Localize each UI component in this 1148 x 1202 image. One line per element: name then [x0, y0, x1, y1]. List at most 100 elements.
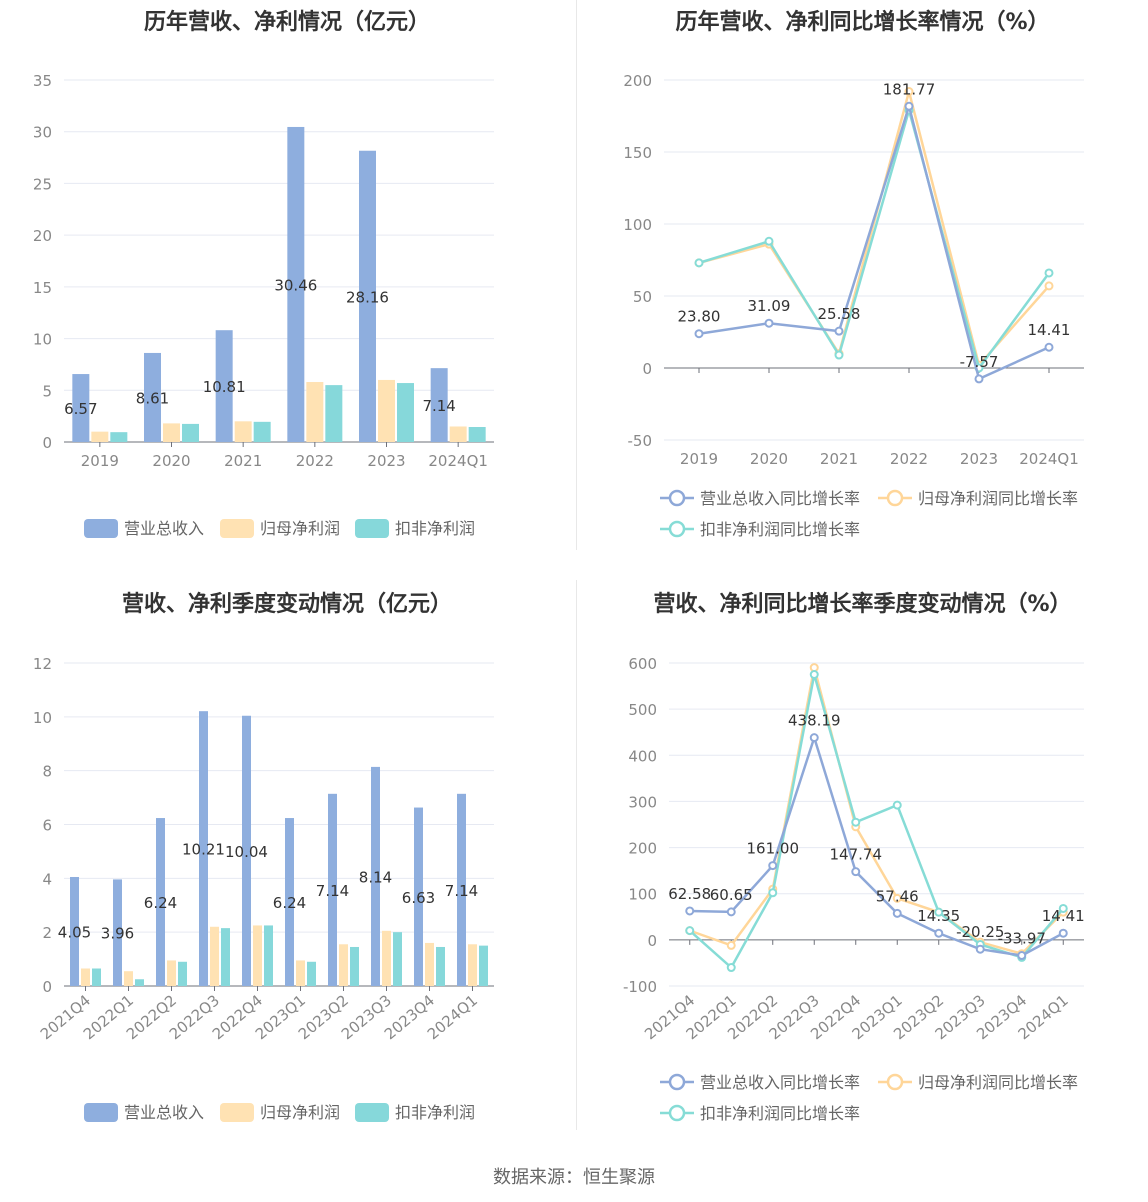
legend-swatch-icon: [220, 519, 254, 538]
bar: [325, 385, 343, 442]
y-tick-label: 0: [642, 360, 652, 378]
legend-label: 归母净利润同比增长率: [918, 1073, 1078, 1092]
data-label: 31.09: [748, 297, 791, 315]
chart-title: 历年营收、净利情况（亿元）: [143, 10, 430, 35]
annual-growth-panel: 历年营收、净利同比增长率情况（%） -50 0 50 100 150 200 2019 202…: [577, 0, 1148, 560]
data-point: [685, 926, 695, 936]
data-point: [685, 906, 695, 916]
y-tick-label: 200: [623, 72, 652, 90]
data-label: 57.46: [876, 887, 919, 905]
data-label: 6.57: [64, 400, 97, 418]
x-tick-label: 2024Q1: [1019, 450, 1079, 468]
data-point: [892, 893, 902, 903]
data-point: [975, 944, 985, 954]
y-tick-label: 10: [33, 709, 52, 727]
bar: [70, 876, 79, 986]
legend-marker-icon: [668, 1073, 686, 1091]
y-tick-label: 30: [33, 124, 52, 142]
data-label: 4.05: [58, 923, 91, 941]
y-tick-label: 0: [42, 434, 52, 452]
legend-swatch-icon: [220, 1103, 254, 1122]
series-line: [698, 105, 1051, 371]
y-tick-label: 4: [42, 870, 52, 888]
y-tick-label: 300: [628, 793, 657, 811]
bar: [72, 374, 90, 442]
bar: [457, 793, 466, 986]
data-point: [904, 87, 914, 97]
bar: [178, 961, 187, 986]
bar: [91, 431, 109, 442]
data-label: 6.24: [144, 894, 177, 912]
bar: [371, 766, 380, 986]
y-tick-label: 12: [33, 655, 52, 673]
x-tick-label: 2019: [680, 450, 718, 468]
data-point: [768, 888, 778, 898]
y-tick-label: 400: [628, 747, 657, 765]
y-tick-label: 100: [623, 216, 652, 234]
legend-marker-icon: [668, 520, 686, 538]
data-point: [1044, 268, 1054, 278]
bar: [113, 879, 122, 986]
data-label: 7.14: [316, 882, 349, 900]
data-label: 6.63: [402, 889, 435, 907]
legend-label: 营业总收入同比增长率: [700, 1073, 860, 1092]
quarterly-revenue-profit-panel: 营收、净利季度变动情况（亿元） 0 2 4 6 8 10 12 2021Q4 2022Q1 202…: [0, 580, 574, 1140]
legend-swatch-icon: [355, 1103, 389, 1122]
bar: [306, 382, 324, 442]
bar: [253, 421, 271, 442]
bar: [182, 423, 199, 442]
y-tick-label: 150: [623, 144, 652, 162]
data-point: [904, 101, 914, 111]
data-label: 6.24: [273, 894, 306, 912]
y-tick-label: 200: [628, 840, 657, 858]
legend-marker-icon: [886, 489, 904, 507]
annual-revenue-profit-chart: 0 5 10 15 20 25 30 35 2019 2020 2021 2022 2023 2024Q1…: [33, 72, 494, 538]
data-label: 7.14: [445, 882, 478, 900]
y-tick-label: 15: [33, 279, 52, 297]
bar: [163, 423, 180, 442]
legend-marker-icon: [886, 1073, 904, 1091]
bar: [167, 960, 176, 986]
series-line: [698, 101, 1050, 381]
bar: [81, 968, 90, 986]
y-tick-label: 35: [33, 72, 52, 90]
data-source: 数据来源：恒生聚源: [493, 1167, 655, 1188]
y-tick-label: 25: [33, 175, 52, 193]
bar: [468, 944, 477, 986]
bar: [425, 942, 434, 986]
data-point: [1058, 903, 1068, 913]
x-tick-label: 2021: [820, 450, 858, 468]
data-label: 8.61: [136, 389, 169, 407]
legend-swatch-icon: [84, 1103, 118, 1122]
bar: [393, 932, 402, 986]
y-tick-label: 8: [42, 763, 52, 781]
bar: [328, 793, 337, 986]
y-tick-label: 100: [628, 886, 657, 904]
legend-label: 扣非净利润: [395, 1103, 475, 1122]
legend-label: 营业总收入同比增长率: [700, 489, 860, 508]
data-label: -7.57: [960, 353, 999, 371]
data-point: [768, 861, 778, 871]
bar: [285, 818, 294, 986]
data-point: [809, 670, 819, 680]
data-point: [809, 733, 819, 743]
bar: [287, 126, 305, 442]
data-label: 14.35: [917, 907, 960, 925]
data-point: [726, 963, 736, 973]
data-label: 28.16: [346, 288, 389, 306]
quarterly-growth-panel: 营收、净利同比增长率季度变动情况（%） -100 0 100 200 300 400 500…: [577, 580, 1148, 1140]
x-tick-label: 2022: [890, 450, 928, 468]
bar: [221, 928, 230, 986]
annual-growth-chart: -50 0 50 100 150 200 2019 2020 2021 2022 2023 2024Q…: [623, 72, 1084, 539]
y-tick-label: -50: [628, 432, 653, 450]
bar: [156, 818, 165, 986]
data-point: [834, 350, 844, 360]
bar: [124, 971, 133, 986]
data-point: [694, 258, 704, 268]
y-tick-label: 0: [647, 932, 657, 950]
data-point: [934, 907, 944, 917]
data-point: [1017, 951, 1027, 961]
data-point: [726, 907, 736, 917]
bar: [479, 945, 488, 986]
data-label: 25.58: [818, 305, 861, 323]
